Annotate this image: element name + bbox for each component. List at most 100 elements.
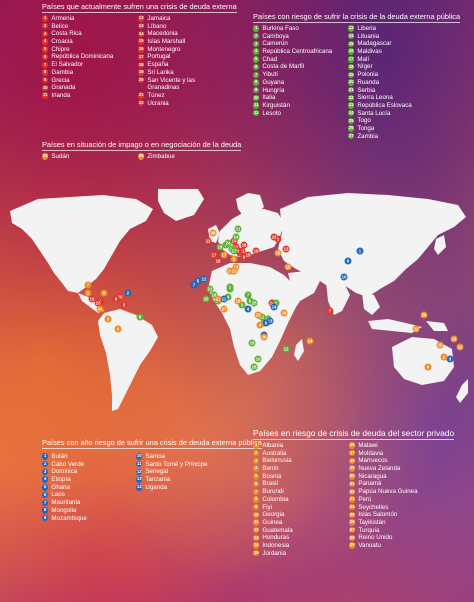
legend-item: 24 Santa Lucía: [348, 110, 412, 118]
number-badge: 9: [253, 86, 260, 94]
number-badge: 4: [253, 465, 260, 472]
north-america: [10, 195, 153, 293]
marker-dot: [280, 309, 288, 317]
number-badge: 23: [349, 496, 356, 503]
legend-item: 15 Jordania: [253, 550, 349, 558]
country-name: Benín: [262, 465, 279, 473]
number-badge: 1: [42, 453, 49, 460]
marker-dot: [244, 251, 252, 259]
country-name: Uganda: [145, 483, 168, 491]
country-name: San Vicente y las Granadinas: [147, 76, 196, 92]
marker-number: 28: [211, 231, 216, 236]
legend-title: Países con riesgo de sufrir la crisis de…: [253, 12, 461, 23]
marker-number: 21: [236, 227, 241, 232]
marker-number: 9: [427, 365, 430, 370]
number-badge: 3: [42, 468, 49, 476]
country-name: Sierra Leona: [357, 94, 393, 102]
marker-number: 12: [202, 277, 207, 282]
country-name: Etiopía: [51, 476, 71, 484]
legend-columns: 1 Burkina Faso 2 Camboya 3 Camerún 4 República …: [253, 25, 460, 140]
country-name: Hungría: [262, 86, 285, 94]
marker-dot: [226, 283, 234, 291]
marker-number: 10: [276, 251, 281, 256]
map-markers: 2811171895131224141621191512673210208232…: [84, 225, 464, 371]
map-marker: 18: [234, 297, 242, 305]
map-marker: 5: [230, 255, 238, 263]
number-badge: 10: [136, 453, 143, 460]
country-name: Reino Unido: [358, 534, 393, 542]
marker-number: 3: [107, 317, 110, 322]
legend-columns: 1 Albania 2 Australia 3 Bielorrusia 4 Benín 5 Bos…: [253, 442, 454, 557]
legend-item: 12 Guatemala: [253, 527, 349, 535]
legend-item: 7 Mauritania: [42, 499, 136, 507]
marker-dot: [204, 237, 212, 245]
number-badge: 7: [253, 488, 260, 495]
marker-number: 22: [414, 327, 419, 332]
number-badge: 23: [42, 153, 49, 160]
map-marker: 17: [210, 251, 218, 259]
number-badge: 12: [253, 109, 260, 117]
number-badge: 22: [138, 99, 145, 107]
continents: [10, 189, 468, 411]
marker-number: 7: [193, 283, 196, 288]
legend-columns: 1 Bután 2 Cabo Verde 3 Dominica 4 Etiopía 5 Ghana…: [42, 453, 262, 522]
legend-item: 5 Chad: [253, 56, 348, 64]
world-map: 2811171895131224141621191512673210208232…: [10, 189, 468, 411]
map-marker: 19: [252, 247, 260, 255]
legend-item: 18 España: [138, 61, 209, 69]
marker-dot: [230, 255, 238, 263]
marker-number: 15: [246, 253, 251, 258]
map-marker: 4: [244, 305, 252, 313]
legend-item: 1 Armenia: [42, 15, 138, 23]
number-badge: 8: [42, 69, 49, 76]
number-badge: 20: [348, 79, 355, 86]
country-name: Croacia: [51, 38, 73, 46]
legend-item: 26 Tayikistán: [349, 519, 418, 527]
number-badge: 8: [253, 79, 260, 86]
legend-column: 12 Jamaica 13 Líbano 14 Macedonia 15 Islas Mars…: [138, 15, 209, 107]
map-marker: 21: [214, 295, 222, 303]
marker-dot: [206, 285, 214, 293]
country-name: Malí: [357, 55, 370, 63]
country-name: Tanzania: [145, 476, 171, 484]
country-name: El Salvador: [51, 61, 84, 69]
marker-dot: [234, 225, 242, 233]
marker-dot: [240, 241, 248, 249]
number-badge: 19: [349, 465, 356, 472]
number-badge: 28: [349, 534, 356, 542]
legend-item: 13 Honduras: [253, 534, 349, 542]
map-marker: 19: [216, 243, 224, 251]
legend-item: 4 Croacia: [42, 38, 138, 46]
arabia: [288, 271, 320, 301]
asia: [278, 193, 466, 297]
map-marker: 2: [124, 289, 132, 297]
legend-column: 24 Zimbabue: [138, 153, 175, 161]
new-zealand: [456, 379, 468, 403]
number-badge: 4: [42, 38, 49, 45]
marker-dot: [254, 311, 262, 319]
marker-number: 15: [250, 341, 255, 346]
legend-item: 21 Panamá: [349, 480, 418, 488]
country-name: Tonga: [357, 124, 375, 132]
marker-dot: [136, 313, 144, 321]
country-name: Montenegro: [147, 45, 181, 53]
marker-number: 10: [342, 275, 347, 280]
marker-number: 7: [247, 293, 250, 298]
country-name: Tayikistán: [358, 518, 386, 526]
number-badge: 25: [349, 511, 356, 518]
marker-dot: [256, 321, 264, 329]
country-name: Serbia: [357, 86, 376, 94]
marker-dot: [230, 247, 238, 255]
marker-number: 22: [272, 235, 277, 240]
map-marker: 24: [224, 239, 232, 247]
legend-title: Países en riesgo de crisis de deuda del …: [253, 428, 455, 440]
legend-item: 6 Laos: [42, 491, 136, 499]
number-badge: 24: [349, 503, 356, 511]
country-name: Jordania: [262, 549, 287, 557]
map-marker: 2: [440, 353, 448, 361]
number-badge: 14: [253, 542, 260, 549]
country-name: Islas Salomón: [358, 511, 398, 519]
legend-item: 25 Islas Salomón: [349, 511, 418, 519]
legend-item: 6 Costa de Marfil: [253, 63, 348, 71]
marker-number: 19: [452, 337, 457, 342]
